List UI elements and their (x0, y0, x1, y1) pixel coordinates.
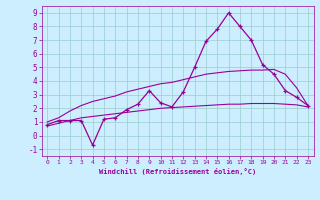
X-axis label: Windchill (Refroidissement éolien,°C): Windchill (Refroidissement éolien,°C) (99, 168, 256, 175)
